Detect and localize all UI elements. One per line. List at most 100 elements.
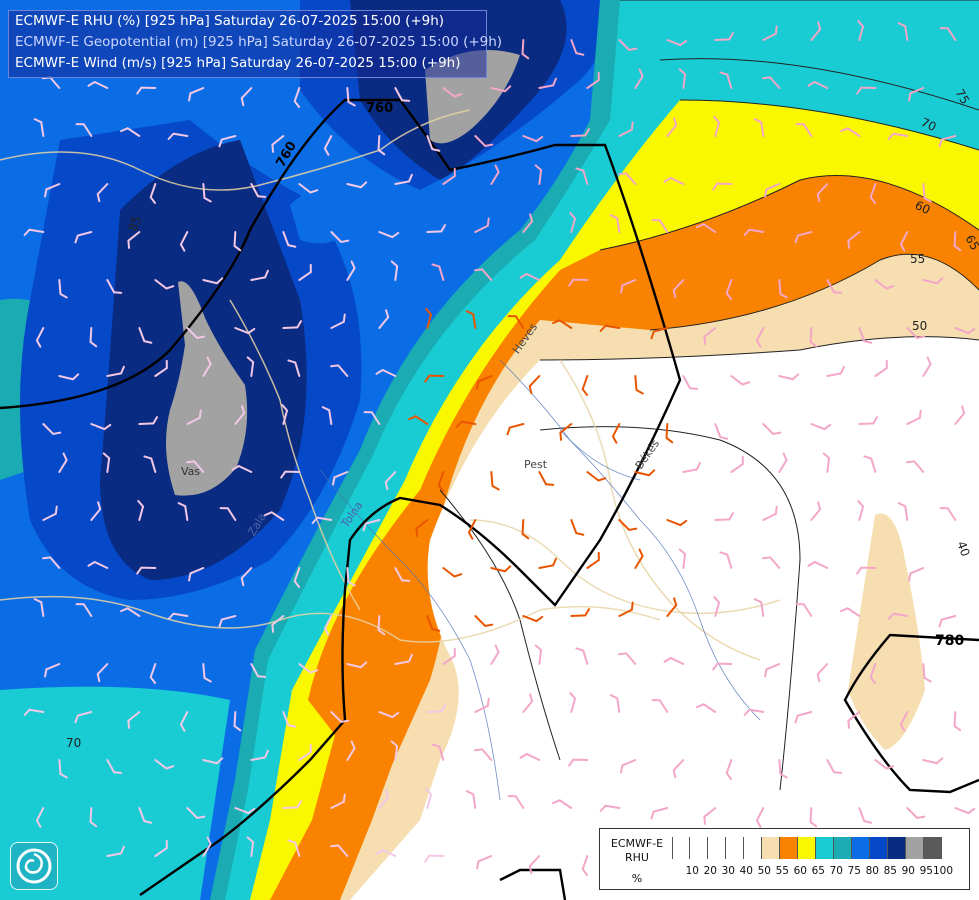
wind-barb <box>33 118 45 137</box>
wind-barb <box>474 748 493 761</box>
wind-barb <box>570 128 591 137</box>
wind-barb <box>663 176 685 185</box>
legend-swatch <box>870 837 888 859</box>
wind-barb <box>906 409 922 425</box>
rhu-band-55-east-blob <box>848 513 925 750</box>
wind-barb <box>521 519 530 540</box>
wind-barb <box>149 183 157 204</box>
legend-tick-label: 70 <box>829 865 843 877</box>
wind-barb <box>476 855 493 870</box>
geopotential-760-line <box>0 98 682 896</box>
wind-barb <box>906 807 926 820</box>
wind-barb <box>507 795 525 809</box>
wind-barb <box>246 836 255 857</box>
wind-barb <box>465 790 477 809</box>
wind-barb <box>287 839 301 857</box>
wind-barb <box>762 505 778 521</box>
wind-barb <box>620 279 637 294</box>
wind-barb <box>569 692 577 713</box>
wind-barb <box>857 500 865 521</box>
wind-barb <box>634 68 644 89</box>
wind-barb <box>90 501 102 521</box>
wind-barb <box>490 471 500 491</box>
wind-barb <box>906 460 925 473</box>
wind-barb <box>725 759 733 780</box>
wind-barb <box>856 566 877 575</box>
wind-barb <box>330 844 349 857</box>
wind-barb <box>810 21 822 41</box>
wind-barb <box>87 560 109 569</box>
wind-barb <box>188 567 205 582</box>
wind-barb <box>618 519 638 532</box>
legend-unit: % <box>631 872 643 885</box>
legend-swatch <box>780 837 798 859</box>
wind-barb <box>528 855 541 875</box>
wind-barb <box>394 567 411 582</box>
wind-barb <box>538 471 555 486</box>
header-line-geopotential: ECMWF-E Geopotential (m) [925 hPa] Satur… <box>15 34 503 50</box>
wind-barb <box>822 452 831 473</box>
wind-barb <box>703 327 717 345</box>
wind-barb <box>887 612 909 621</box>
wind-barb <box>330 313 346 329</box>
wind-barb <box>519 272 541 281</box>
wind-barb <box>599 324 621 333</box>
wind-barb <box>618 601 634 617</box>
contour-label-50: 50 <box>912 319 927 333</box>
wind-barb <box>743 228 765 237</box>
contour-label-70-west: 70 <box>66 736 81 750</box>
wind-barb <box>559 423 573 441</box>
wind-barb <box>755 327 765 348</box>
wind-barb <box>476 375 493 390</box>
contour-label-60: 60 <box>913 198 933 217</box>
wind-barb <box>233 711 242 732</box>
wind-barb <box>874 359 888 377</box>
legend-swatch <box>726 837 744 859</box>
wind-barb <box>522 615 544 623</box>
wind-barb <box>136 566 157 575</box>
wind-barb <box>250 749 269 761</box>
rhu-band-85-east <box>290 185 353 244</box>
wind-barb <box>394 653 413 665</box>
weather-swirl-icon <box>10 842 58 890</box>
legend-tick-label: 55 <box>775 865 789 877</box>
wind-barb <box>177 502 189 521</box>
wind-barb <box>522 213 534 233</box>
wind-barb <box>839 607 861 617</box>
wind-barb <box>712 662 733 671</box>
wind-barb <box>42 556 61 569</box>
wind-barb <box>899 711 909 732</box>
wind-barb <box>424 374 445 383</box>
wind-barb <box>89 807 98 828</box>
wind-barb <box>719 71 733 89</box>
wind-barb <box>202 183 212 203</box>
wind-barb <box>581 375 589 396</box>
wind-barb <box>869 663 877 684</box>
wind-barb <box>474 697 490 713</box>
wind-barb <box>858 327 873 344</box>
wind-barb <box>713 116 721 137</box>
wind-barb <box>442 567 463 578</box>
wind-barb <box>74 231 93 244</box>
wind-barb <box>179 711 189 732</box>
legend-tick-label: 90 <box>901 865 915 877</box>
wind-barb <box>795 123 813 137</box>
wind-barb <box>490 164 500 185</box>
wind-barb <box>938 615 957 628</box>
wind-barb <box>89 327 98 348</box>
wind-barb <box>839 127 861 137</box>
wind-barb <box>713 596 721 617</box>
wind-barb <box>755 807 765 828</box>
wind-barb <box>906 327 926 340</box>
wind-barb <box>363 411 381 425</box>
wind-barb <box>618 39 638 52</box>
wind-barb <box>426 704 447 713</box>
wind-barb <box>778 279 788 299</box>
wind-barb <box>816 663 829 683</box>
wind-barb <box>106 279 123 294</box>
geopotential-contours <box>0 98 979 900</box>
wind-barb <box>346 661 368 669</box>
wind-barb <box>136 86 157 95</box>
wind-barb <box>23 228 45 237</box>
